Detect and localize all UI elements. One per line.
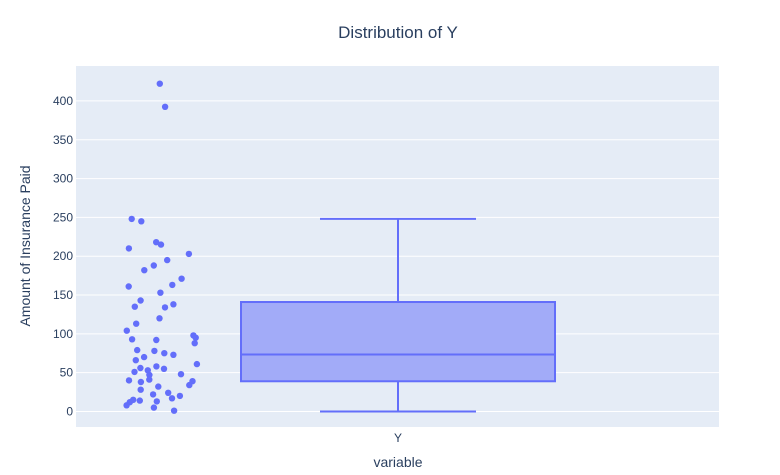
data-point [157,241,165,248]
data-point [153,239,160,246]
y-tick-label: 150 [53,288,73,302]
y-tick-label: 300 [53,172,73,186]
data-point [160,365,168,372]
data-point [134,346,141,354]
data-point [157,289,164,296]
data-point [170,407,178,414]
y-tick-label: 100 [53,327,73,341]
data-point [156,80,163,87]
data-point [125,245,133,252]
data-point [137,364,144,372]
data-point [161,304,169,311]
y-tick-label: 350 [53,133,73,147]
data-points [123,80,201,414]
data-point [164,256,171,264]
data-point [161,350,168,357]
data-point [151,347,158,355]
data-point [150,404,158,411]
chart-title: Distribution of Y [338,23,458,42]
data-point [165,389,172,396]
data-point [137,297,144,304]
y-tick-labels: 0 50 100 150 200 250 300 350 400 [53,94,73,419]
data-point [146,376,153,383]
data-point [153,336,160,344]
data-point [137,386,144,393]
data-point [132,357,139,364]
data-point [153,363,160,370]
data-point [131,368,138,376]
data-point [155,383,162,390]
data-point [150,262,157,269]
data-point [140,353,148,361]
data-point [125,377,133,384]
data-point [177,371,185,378]
data-point [131,303,138,310]
data-point [156,315,163,322]
x-tick-label: Y [394,431,402,445]
data-point [146,371,153,379]
data-point [168,395,176,402]
x-axis-title: variable [373,454,422,470]
data-point [128,215,135,223]
data-point [137,378,145,386]
data-point [136,397,143,404]
y-tick-label: 0 [66,404,73,418]
data-point [170,301,177,308]
data-point [123,327,130,334]
data-point [169,281,176,289]
data-point [185,250,193,258]
data-point [141,267,148,274]
data-point [125,283,132,290]
data-point [153,398,160,405]
data-point [133,320,140,327]
y-axis-title: Amount of Insurance Paid [17,165,33,326]
data-point [123,402,130,409]
data-point [191,340,198,347]
data-point [186,381,193,389]
data-point [192,334,199,341]
data-point [176,392,184,400]
box-series [240,217,556,413]
y-tick-label: 200 [53,249,73,263]
data-point [138,218,145,225]
data-point [178,275,185,282]
box-iqr [240,301,556,383]
y-tick-label: 400 [53,94,73,108]
y-tick-label: 50 [60,366,74,380]
data-point [161,103,169,111]
x-tick-labels: Y [394,431,402,445]
data-point [128,336,136,343]
data-point [170,351,177,358]
data-point [193,360,201,368]
y-tick-label: 250 [53,210,73,224]
data-point [149,391,157,398]
